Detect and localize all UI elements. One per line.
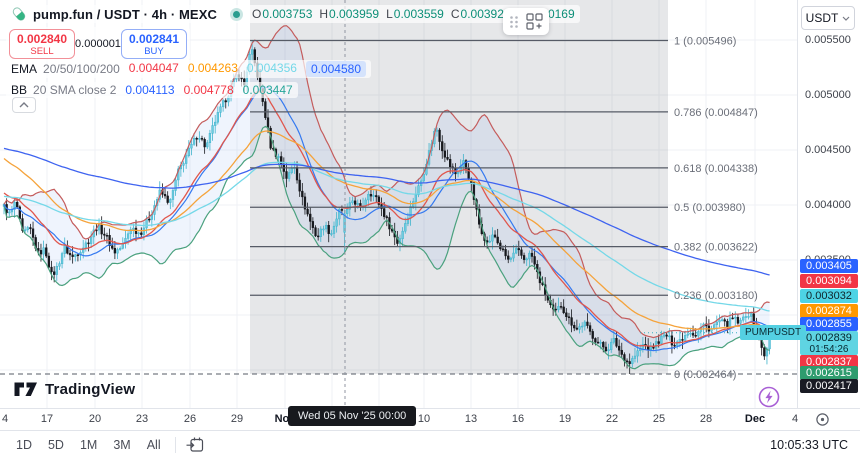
time-axis-label: 25	[652, 413, 666, 425]
ohlc-item: C0.003921	[450, 7, 511, 21]
tradingview-logo[interactable]: TradingView	[14, 381, 135, 398]
bb-params: 20 SMA close 2	[33, 83, 117, 97]
ohlc-item: H0.003959	[319, 7, 380, 21]
sell-label: SELL	[30, 46, 54, 57]
svg-text:1 (0.005496): 1 (0.005496)	[674, 35, 736, 47]
time-axis-label: 19	[558, 413, 572, 425]
lightning-icon	[758, 386, 780, 408]
indicator-value: 0.004580	[305, 61, 367, 77]
drag-handle-icon[interactable]	[509, 15, 519, 29]
market-status-dot[interactable]	[232, 10, 240, 18]
time-axis-label: 20	[88, 413, 102, 425]
range-buttons: 1D 5D 1M 3M All	[8, 435, 169, 455]
price-scale-label: 0.005500	[805, 34, 851, 47]
tradingview-logo-icon	[14, 382, 37, 396]
indicator-value: 0.003447	[242, 83, 293, 97]
time-axis[interactable]: 4 17 20 23 26 29 Nov 10 13 16 19 22 25 28 Dec 4	[0, 408, 860, 430]
trade-panel: 0.002840 SELL 0.000001 0.002841 BUY	[6, 27, 190, 61]
price-scale-label: 0.005000	[805, 89, 851, 102]
range-button-5d[interactable]: 5D	[47, 437, 64, 452]
add-pane-grid-icon[interactable]	[526, 13, 543, 30]
buy-label: BUY	[144, 46, 164, 57]
range-button-1m[interactable]: 1M	[79, 437, 98, 452]
price-badge: 0.002874	[800, 304, 858, 318]
pumpfun-logo-icon	[12, 7, 26, 21]
spread-value: 0.000001	[75, 38, 121, 50]
indicator-value: 0.004113	[125, 83, 175, 97]
go-to-date-button[interactable]	[186, 436, 204, 453]
currency-dropdown[interactable]: USDT	[801, 6, 855, 30]
price-badge: 0.003094	[800, 274, 858, 288]
chart-canvas[interactable]: 1 (0.005496) 0.786 (0.004847) 0.618 (0.004…	[0, 0, 807, 408]
svg-text:0.5 (0.003980): 0.5 (0.003980)	[674, 202, 746, 214]
time-axis-label: 26	[183, 413, 197, 425]
ema-title: EMA	[11, 62, 38, 76]
price-line-symbol-label: PUMPUSDT	[740, 324, 807, 340]
time-axis-label: 16	[511, 413, 525, 425]
ema-values: 0.004047 0.004263 0.004356 0.004580	[128, 61, 367, 77]
sell-button[interactable]: 0.002840 SELL	[9, 29, 75, 59]
utc-clock[interactable]: 10:05:33 UTC	[770, 437, 848, 452]
price-badge: 0.002837	[800, 355, 858, 369]
price-badge: 0.003405	[800, 259, 858, 273]
separator	[174, 436, 176, 453]
time-axis-label: 10	[417, 413, 431, 425]
time-axis-label: 17	[40, 413, 54, 425]
buy-button[interactable]: 0.002841 BUY	[121, 29, 187, 59]
price-badge: 0.002615	[800, 366, 858, 380]
svg-text:0 (0.002464): 0 (0.002464)	[674, 369, 736, 381]
price-scale-label: 0.004500	[805, 144, 851, 157]
price-scale-label: 0.004000	[805, 199, 851, 212]
bb-title: BB	[11, 83, 28, 97]
time-axis-label: Dec	[744, 413, 766, 425]
symbol-legend-row: pump.fun / USDT · 4h · MEXC O0.003753 H0.…	[6, 5, 580, 23]
price-badge: 0.002417	[800, 379, 858, 393]
price-badge: 0.003032	[800, 289, 858, 303]
timezone-settings-icon[interactable]	[815, 412, 830, 432]
svg-text:0.236 (0.003180): 0.236 (0.003180)	[674, 290, 758, 302]
collapse-legend-button[interactable]	[12, 97, 36, 113]
time-axis-label: 4	[791, 413, 799, 425]
svg-text:0.382 (0.003622): 0.382 (0.003622)	[674, 242, 758, 254]
boost-button[interactable]	[758, 386, 780, 408]
price-axis[interactable]: USDT 0.005500 0.005000 0.004500 0.004000 0.0…	[797, 0, 860, 408]
bb-values: 0.004113 0.004778 0.003447	[125, 83, 292, 97]
indicator-value: 0.004778	[183, 83, 234, 97]
price-badge: 0.002855	[800, 317, 858, 331]
range-button-3m[interactable]: 3M	[113, 437, 131, 452]
range-button-1d[interactable]: 1D	[16, 437, 32, 452]
symbol-title[interactable]: pump.fun / USDT · 4h · MEXC	[33, 6, 217, 22]
time-axis-label: 4	[1, 413, 9, 425]
range-button-all[interactable]: All	[146, 437, 161, 452]
price-badge: 0.002839 01:54:26	[800, 331, 858, 355]
currency-label: USDT	[805, 11, 839, 25]
indicator-value: 0.004356	[246, 61, 297, 75]
chevron-up-icon	[19, 102, 29, 108]
ema-params: 20/50/100/200	[43, 62, 120, 76]
ema-legend-row[interactable]: EMA 20/50/100/200 0.004047 0.004263 0.0043…	[6, 60, 372, 78]
tradingview-logo-text: TradingView	[45, 381, 136, 398]
time-axis-label: 29	[230, 413, 244, 425]
bb-legend-row[interactable]: BB 20 SMA close 2 0.004113 0.004778 0.0034…	[6, 82, 298, 98]
bottom-toolbar: 1D 5D 1M 3M All 10:05:33 UTC	[0, 430, 860, 458]
pane-controls-widget[interactable]	[503, 8, 549, 35]
crosshair-time-tooltip: Wed 05 Nov '25 00:00	[288, 406, 417, 426]
buy-price: 0.002841	[128, 32, 180, 46]
svg-text:0.618 (0.004338): 0.618 (0.004338)	[674, 163, 758, 175]
calendar-goto-icon	[186, 437, 203, 452]
sell-price: 0.002840	[16, 32, 68, 46]
time-axis-label: 28	[699, 413, 713, 425]
chevron-down-icon	[842, 16, 850, 21]
time-axis-label: 22	[605, 413, 619, 425]
svg-text:0.786 (0.004847): 0.786 (0.004847)	[674, 107, 758, 119]
ohlc-item: L0.003559	[386, 7, 444, 21]
indicator-value: 0.004047	[128, 61, 179, 75]
time-axis-label: 23	[135, 413, 149, 425]
indicator-value: 0.004263	[187, 61, 238, 75]
ohlc-item: O0.003753	[251, 7, 313, 21]
time-axis-label: 13	[464, 413, 478, 425]
